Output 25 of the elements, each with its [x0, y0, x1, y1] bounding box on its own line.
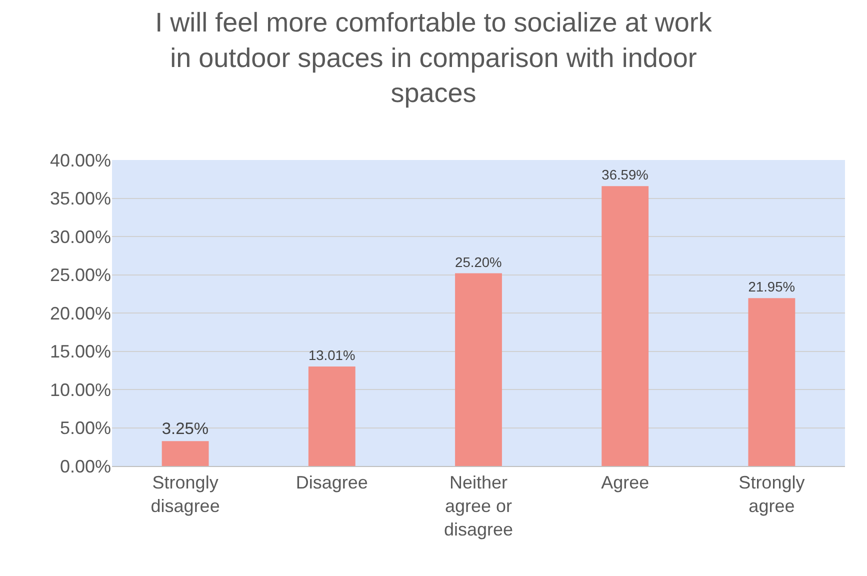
- data-label: 25.20%: [455, 254, 502, 270]
- bar: [162, 441, 209, 466]
- y-tick-label: 20.00%: [50, 303, 111, 324]
- y-tick-label: 15.00%: [50, 342, 111, 362]
- data-label: 3.25%: [162, 420, 209, 438]
- bar: [748, 298, 796, 466]
- bar: [602, 186, 649, 466]
- x-tick-label: Disagree: [296, 472, 368, 493]
- bar: [455, 273, 502, 466]
- x-tick-label: Strongly disagree: [150, 472, 220, 516]
- y-tick-label: 10.00%: [50, 380, 111, 400]
- y-tick-label: 25.00%: [50, 265, 111, 286]
- bar: [308, 366, 356, 466]
- data-label: 36.59%: [602, 168, 648, 183]
- y-tick-label: 35.00%: [50, 188, 111, 209]
- y-tick-label: 0.00%: [60, 456, 111, 476]
- x-tick-label: Agree: [601, 472, 650, 493]
- chart-title: I will feel more comfortable to socialize at work in outdoor spaces in comparison with indoor spaces: [155, 8, 712, 108]
- y-tick-label: 40.00%: [50, 150, 111, 170]
- x-tick-label: Neither agree or disagree: [444, 472, 514, 540]
- y-tick-label: 30.00%: [50, 226, 111, 247]
- y-tick-label: 5.00%: [60, 418, 111, 438]
- data-label: 13.01%: [308, 348, 356, 364]
- data-label: 21.95%: [748, 280, 796, 295]
- x-tick-label: Strongly agree: [738, 472, 805, 516]
